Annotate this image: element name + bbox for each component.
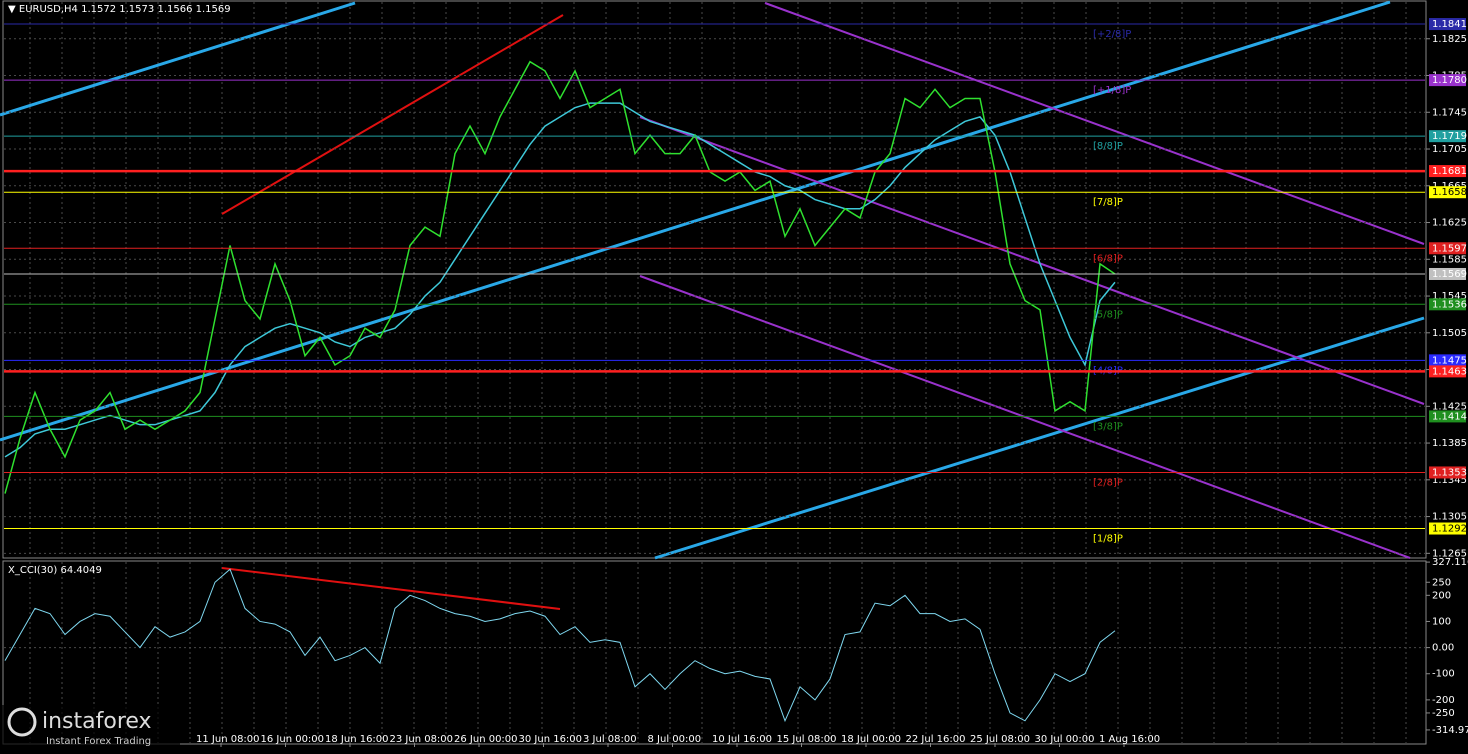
level-label: 1.1414: [1432, 411, 1467, 422]
level-label: 1.1719: [1432, 131, 1467, 142]
level-label-bg: [1429, 298, 1466, 311]
y-tick-label: 1.1385: [1432, 438, 1467, 449]
y-tick-label: 1.1305: [1432, 512, 1467, 523]
level-label: 1.1292: [1432, 524, 1467, 535]
x-tick-label: 18 Jul 00:00: [841, 734, 901, 745]
level-label: 1.1658: [1432, 187, 1467, 198]
y-tick-label: 1.1825: [1432, 34, 1467, 45]
murrey-label: [+2/8]P: [1093, 29, 1131, 40]
high: 1.1573: [119, 4, 154, 15]
x-tick-label: 8 Jul 00:00: [648, 734, 702, 745]
level-label-bg: [1429, 466, 1466, 479]
low: 1.1566: [157, 4, 192, 15]
x-tick-label: 11 Jun 08:00: [196, 734, 260, 745]
cci-frame: [2, 560, 1427, 745]
y-tick-label: 1.1265: [1432, 548, 1467, 559]
open: 1.1572: [81, 4, 116, 15]
y-tick-label: 200: [1432, 590, 1451, 601]
trend-line: [0, 1, 356, 117]
murrey-label: [5/8]P: [1093, 309, 1123, 320]
cci-trend-line: [221, 567, 561, 610]
level-label-bg: [1429, 267, 1466, 280]
x-tick-label: 23 Jun 08:00: [390, 734, 454, 745]
murrey-label: [6/8]P: [1093, 253, 1123, 264]
y-tick-label: 1.1345: [1432, 475, 1467, 486]
y-tick-label: 1.1505: [1432, 328, 1467, 339]
y-tick-label: 1.1585: [1432, 254, 1467, 265]
y-tick-label: 1.1425: [1432, 401, 1467, 412]
y-tick-label: 1.1625: [1432, 218, 1467, 229]
x-tick-label: 16 Jun 00:00: [261, 734, 325, 745]
x-tick-label: 30 Jul 00:00: [1035, 734, 1095, 745]
price-line: [4, 60, 1116, 494]
level-label-bg: [1429, 410, 1466, 423]
level-label-bg: [1429, 186, 1466, 199]
y-tick-label: 1.1545: [1432, 291, 1467, 302]
level-label: 1.1536: [1432, 299, 1467, 310]
x-tick-label: 25 Jul 08:00: [970, 734, 1030, 745]
x-tick-label: 15 Jul 08:00: [777, 734, 837, 745]
x-tick-label: 26 Jun 00:00: [454, 734, 518, 745]
y-tick-label: -100: [1432, 669, 1455, 680]
level-label: 1.1463: [1432, 366, 1467, 377]
level-label-bg: [1429, 74, 1466, 87]
x-tick-label: 3 Jul 08:00: [583, 734, 637, 745]
level-label-bg: [1429, 18, 1466, 31]
level-label-bg: [1429, 365, 1466, 378]
trend-line: [0, 0, 1391, 442]
murrey-label: [+1/8]P: [1093, 85, 1131, 96]
y-tick-label: -250: [1432, 708, 1455, 719]
moving-average: [4, 102, 1116, 458]
cci-line: [4, 568, 1116, 723]
symbol: EURUSD,H4: [19, 4, 78, 15]
level-label-bg: [1429, 354, 1466, 367]
cci-title: X_CCI(30) 64.4049: [8, 565, 102, 576]
x-tick-label: 18 Jun 16:00: [325, 734, 389, 745]
x-tick-label: 10 Jul 16:00: [712, 734, 772, 745]
y-tick-label: 1.1705: [1432, 144, 1467, 155]
level-label: 1.1353: [1432, 467, 1467, 478]
x-tick-label: 30 Jun 16:00: [519, 734, 583, 745]
murrey-label: [2/8]P: [1093, 477, 1123, 488]
drawn-objects: [0, 0, 1425, 610]
y-tick-label: 250: [1432, 577, 1451, 588]
y-tick-label: 0.00: [1432, 643, 1454, 654]
logo-tagline: Instant Forex Trading: [46, 736, 151, 747]
channel-line: [639, 116, 1425, 405]
y-tick-label: 1.1745: [1432, 107, 1467, 118]
close: 1.1569: [196, 4, 231, 15]
y-tick-label: 100: [1432, 616, 1451, 627]
level-label: 1.1569: [1432, 269, 1467, 280]
murrey-label: [3/8]P: [1093, 421, 1123, 432]
y-tick-label: -200: [1432, 695, 1455, 706]
channel-line: [764, 2, 1425, 245]
trend-line: [221, 14, 564, 215]
vertical-grid: [29, 2, 1407, 743]
murrey-label: [8/8]P: [1093, 141, 1123, 152]
main-frame: [2, 0, 1427, 559]
y-tick-label: -314.975: [1432, 725, 1468, 736]
x-tick-label: 1 Aug 16:00: [1099, 734, 1160, 745]
y-tick-label: 327.116: [1432, 557, 1468, 568]
channel-line: [639, 275, 1411, 559]
level-label: 1.1475: [1432, 355, 1467, 366]
logo-brand: instaforex: [42, 709, 152, 734]
level-label: 1.1681: [1432, 166, 1467, 177]
x-tick-label: 22 Jul 16:00: [906, 734, 966, 745]
logo: instaforex Instant Forex Trading: [0, 705, 180, 750]
level-label-bg: [1429, 522, 1466, 535]
level-label-bg: [1429, 242, 1466, 255]
murrey-label: [1/8]P: [1093, 534, 1123, 545]
level-label: 1.1597: [1432, 243, 1467, 254]
level-label-bg: [1429, 165, 1466, 178]
murrey-label: [7/8]P: [1093, 197, 1123, 208]
level-label: 1.1841: [1432, 19, 1467, 30]
level-label: 1.1780: [1432, 75, 1467, 86]
level-label-bg: [1429, 130, 1466, 143]
chart-header: ▼ EURUSD,H4 1.1572 1.1573 1.1566 1.1569: [8, 4, 231, 15]
logo-icon: [7, 707, 37, 737]
